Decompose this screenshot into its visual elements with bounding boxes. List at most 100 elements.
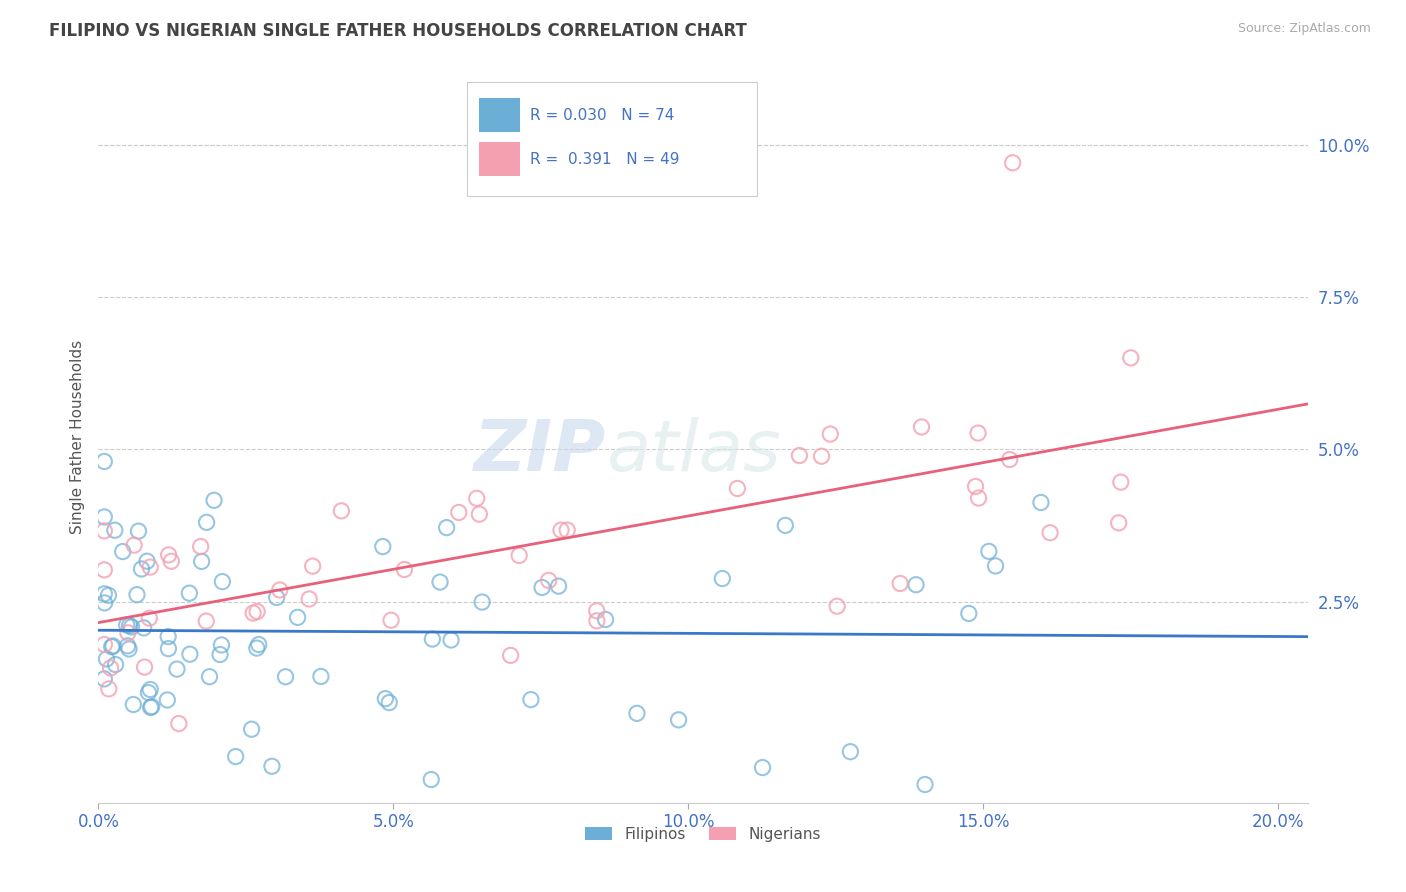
Point xyxy=(211,638,233,652)
Point xyxy=(134,660,156,674)
Point xyxy=(141,699,163,714)
Point xyxy=(595,613,617,627)
Point xyxy=(429,575,451,590)
Point xyxy=(100,661,122,675)
Point xyxy=(195,614,218,628)
Point xyxy=(967,425,990,440)
Point xyxy=(93,563,115,577)
Point xyxy=(121,620,143,634)
Point xyxy=(97,681,120,696)
Point xyxy=(111,544,134,558)
Point xyxy=(957,607,980,621)
Point xyxy=(301,559,323,574)
Point xyxy=(967,491,990,505)
Point xyxy=(269,582,291,597)
FancyBboxPatch shape xyxy=(479,98,520,132)
Text: atlas: atlas xyxy=(606,417,780,486)
Point xyxy=(160,554,183,568)
Y-axis label: Single Father Households: Single Father Households xyxy=(69,340,84,534)
Text: FILIPINO VS NIGERIAN SINGLE FATHER HOUSEHOLDS CORRELATION CHART: FILIPINO VS NIGERIAN SINGLE FATHER HOUSE… xyxy=(49,22,747,40)
Point xyxy=(810,449,832,463)
Point xyxy=(1001,155,1024,169)
Point xyxy=(139,682,162,697)
Point xyxy=(1029,495,1052,509)
Point xyxy=(242,606,264,620)
Point xyxy=(775,518,797,533)
Point xyxy=(96,652,118,666)
Point xyxy=(122,698,145,712)
Point xyxy=(122,538,145,552)
Point xyxy=(1108,516,1130,530)
Point xyxy=(125,588,148,602)
Point xyxy=(247,638,270,652)
Point xyxy=(820,427,842,442)
Point xyxy=(157,630,180,644)
Point xyxy=(508,549,530,563)
Point xyxy=(118,642,141,657)
Point xyxy=(471,595,494,609)
Point xyxy=(751,761,773,775)
Point xyxy=(97,588,120,602)
Point xyxy=(839,745,862,759)
Point xyxy=(977,544,1000,558)
Text: ZIP: ZIP xyxy=(474,417,606,486)
Point xyxy=(138,685,160,699)
Point xyxy=(246,641,269,656)
Point xyxy=(167,716,190,731)
Point xyxy=(555,523,578,537)
Point xyxy=(520,692,543,706)
Point xyxy=(725,482,748,496)
Point xyxy=(499,648,522,663)
Point xyxy=(240,723,263,737)
Point xyxy=(132,621,155,635)
Point xyxy=(179,586,201,600)
FancyBboxPatch shape xyxy=(479,143,520,176)
Point xyxy=(531,581,554,595)
Point xyxy=(394,562,416,576)
Point xyxy=(468,507,491,521)
Point xyxy=(190,540,212,554)
Point xyxy=(104,657,127,672)
Point xyxy=(965,479,987,493)
Point xyxy=(465,491,488,506)
Point xyxy=(436,520,458,534)
Point xyxy=(157,548,180,562)
Point xyxy=(104,523,127,537)
Point xyxy=(889,576,911,591)
Point xyxy=(984,558,1007,573)
Point xyxy=(211,574,233,589)
Point xyxy=(422,632,444,646)
Point xyxy=(1109,475,1132,490)
Point xyxy=(287,610,309,624)
Point xyxy=(905,578,928,592)
Point xyxy=(93,596,115,610)
Point xyxy=(447,506,470,520)
Point xyxy=(208,648,231,662)
Point xyxy=(378,696,401,710)
Point xyxy=(225,749,247,764)
Point xyxy=(195,516,218,530)
Legend: Filipinos, Nigerians: Filipinos, Nigerians xyxy=(581,822,825,847)
Point xyxy=(93,524,115,538)
Point xyxy=(93,510,115,524)
Point xyxy=(825,599,848,614)
Point xyxy=(198,670,221,684)
Text: R = 0.030   N = 74: R = 0.030 N = 74 xyxy=(530,108,675,123)
Point xyxy=(1039,525,1062,540)
Point xyxy=(101,639,124,653)
Point xyxy=(330,504,353,518)
Point xyxy=(420,772,443,787)
Point xyxy=(668,713,690,727)
Point xyxy=(118,618,141,632)
Point xyxy=(537,574,560,588)
Point xyxy=(550,523,572,537)
Point xyxy=(626,706,648,721)
Point xyxy=(156,693,179,707)
Point xyxy=(166,662,188,676)
Point xyxy=(380,613,402,627)
Point xyxy=(586,614,609,628)
Point xyxy=(547,579,569,593)
Point xyxy=(117,625,139,640)
Point xyxy=(127,524,149,538)
Point xyxy=(131,562,153,576)
